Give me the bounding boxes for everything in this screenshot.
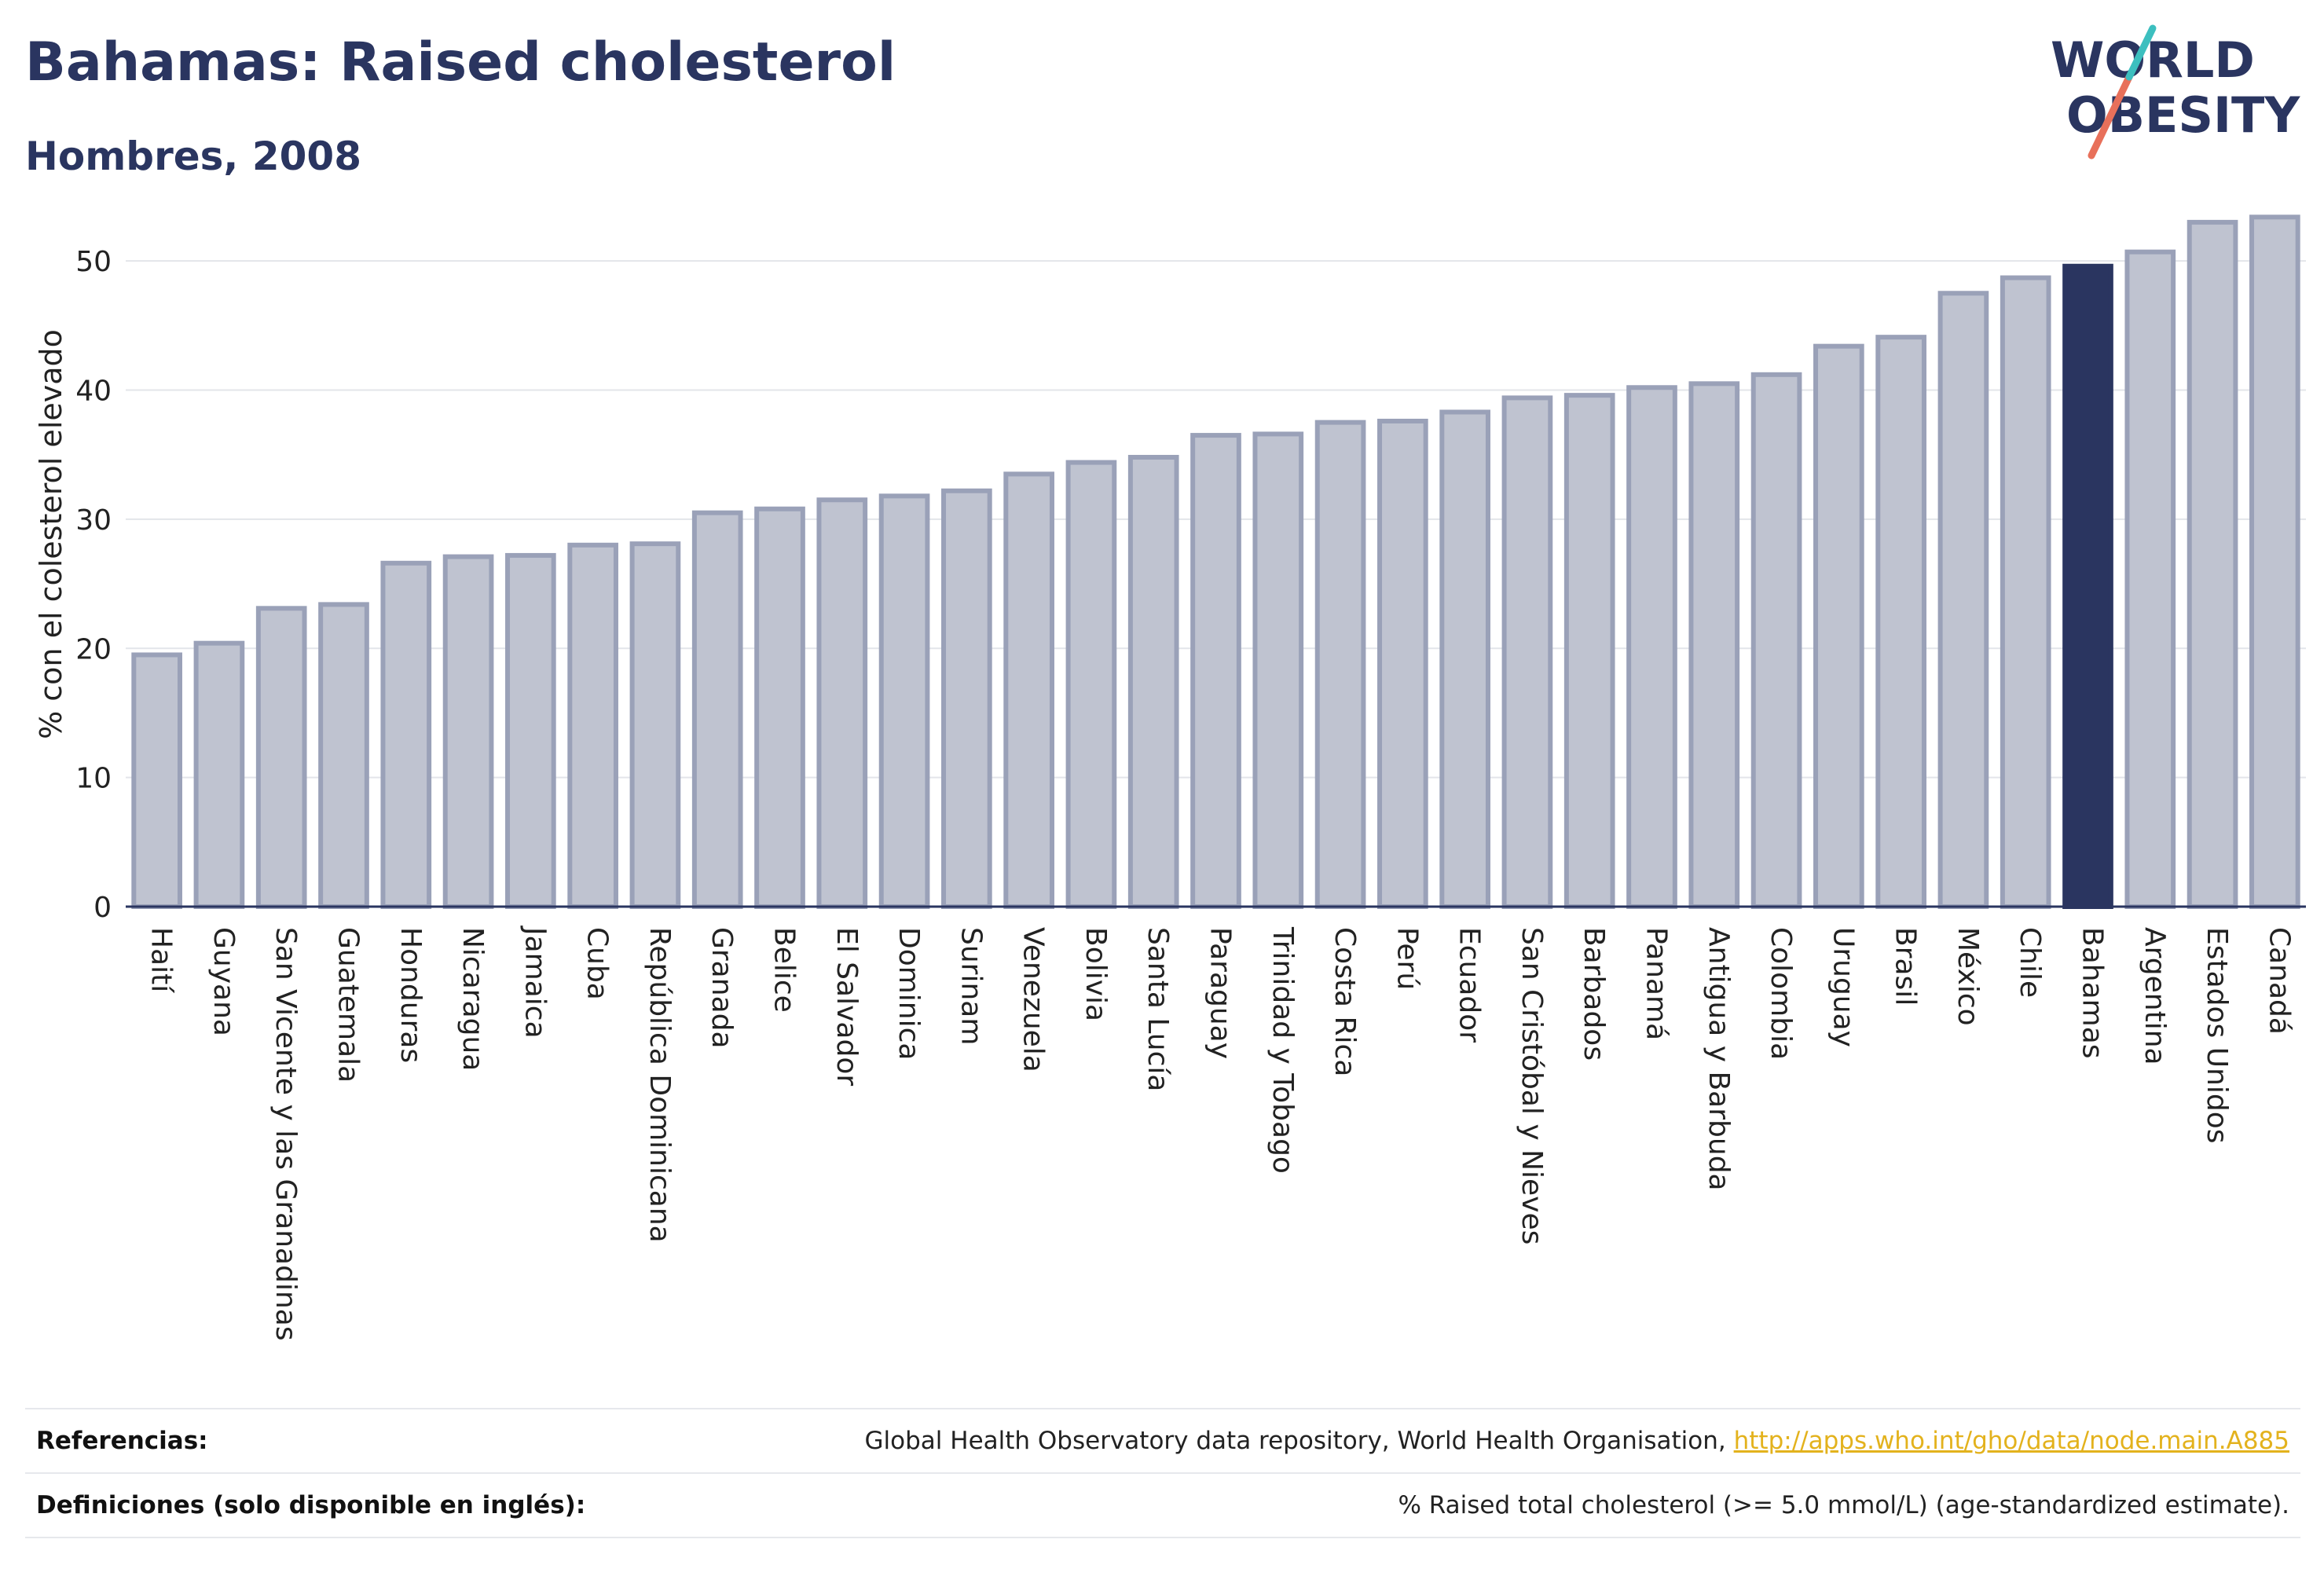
bar	[193, 640, 245, 909]
x-tick-label: Colombia	[1765, 927, 1797, 1060]
x-tick-label: República Dominicana	[643, 927, 676, 1243]
x-tick-label: San Cristóbal y Nieves	[1516, 927, 1548, 1244]
x-tick-label: Venezuela	[1017, 927, 1050, 1072]
x-tick-label: Jamaica	[519, 925, 551, 1039]
bar	[2062, 263, 2113, 910]
x-tick-label: Ecuador	[1453, 927, 1486, 1043]
definitions-label: Definiciones (solo disponible en inglés)…	[36, 1491, 586, 1519]
definitions-row: Definiciones (solo disponible en inglés)…	[25, 1472, 2300, 1538]
bar	[1065, 460, 1117, 909]
references-label: Referencias:	[36, 1427, 208, 1455]
y-tick-label: 50	[75, 246, 112, 278]
bar	[505, 552, 556, 909]
bar	[1377, 418, 1428, 909]
x-tick-label: Costa Rica	[1329, 927, 1361, 1076]
bar	[567, 542, 618, 909]
bar	[1252, 431, 1304, 909]
x-tick-label: Santa Lucía	[1142, 927, 1174, 1091]
definitions-text: % Raised total cholesterol (>= 5.0 mmol/…	[1398, 1491, 2289, 1519]
x-tick-label: Estados Unidos	[2201, 927, 2233, 1144]
bar	[1563, 393, 1615, 909]
x-tick-label: Perú	[1391, 927, 1423, 990]
bar	[1626, 385, 1677, 909]
bar	[1813, 343, 1864, 909]
y-tick-label: 30	[75, 504, 112, 537]
x-tick-label: Uruguay	[1827, 927, 1859, 1047]
y-tick-label: 0	[93, 892, 112, 924]
y-tick-label: 20	[75, 633, 112, 665]
bar	[2124, 249, 2176, 909]
x-tick-label: Belice	[768, 927, 801, 1013]
chart-subtitle: Hombres, 2008	[25, 134, 361, 179]
references-value: Global Health Observatory data repositor…	[865, 1427, 2300, 1455]
bar	[691, 510, 743, 909]
x-tick-label: Guatemala	[332, 927, 365, 1083]
x-tick-label: Trinidad y Tobago	[1266, 926, 1299, 1174]
bar	[1750, 372, 1802, 909]
x-tick-label: Dominica	[893, 927, 925, 1061]
bar	[255, 606, 307, 909]
x-tick-label: Paraguay	[1204, 927, 1237, 1059]
x-tick-label: San Vicente y las Granadinas	[269, 927, 302, 1341]
bar	[941, 488, 992, 909]
bar	[1875, 335, 1926, 909]
x-tick-label: Haití	[145, 927, 178, 993]
bar	[754, 506, 805, 909]
bar-chart: 0 10 20 30 40 50 Haití Guyana San Vicente y las …	[75, 214, 2306, 1341]
bar	[1439, 409, 1490, 909]
bar	[878, 493, 930, 909]
x-tick-label: México	[1952, 927, 1984, 1026]
bar	[318, 602, 369, 909]
references-text: Global Health Observatory data repositor…	[864, 1427, 1734, 1455]
bar	[1003, 471, 1054, 909]
x-tick-label: Barbados	[1578, 927, 1610, 1061]
bar	[816, 497, 868, 909]
x-tick-label: Guyana	[207, 927, 240, 1036]
x-tick-label: Antigua y Barbuda	[1703, 927, 1735, 1191]
bar	[1190, 433, 1241, 909]
x-tick-label: Granada	[706, 927, 738, 1049]
bar	[1314, 420, 1366, 909]
bar	[1127, 455, 1179, 909]
bar	[629, 541, 681, 909]
bar	[1501, 395, 1553, 909]
bar	[2249, 214, 2300, 910]
bar	[1937, 291, 1989, 910]
x-tick-label: Bolivia	[1080, 927, 1112, 1021]
references-link[interactable]: http://apps.who.int/gho/data/node.main.A…	[1733, 1427, 2289, 1455]
bar	[131, 652, 182, 909]
bar	[2187, 219, 2238, 909]
x-tick-label: Panamá	[1640, 927, 1673, 1040]
bar	[1688, 381, 1740, 909]
logo-text-world: WORLD	[2051, 31, 2255, 89]
x-tick-label: Surinam	[955, 927, 987, 1045]
bar	[2000, 275, 2051, 910]
y-tick-label: 40	[75, 376, 112, 408]
x-tick-label: Canadá	[2263, 927, 2295, 1035]
x-tick-label: Cuba	[581, 927, 614, 1000]
x-tick-label: Bahamas	[2077, 927, 2109, 1059]
x-tick-label: Brasil	[1890, 927, 1922, 1006]
x-tick-label: Argentina	[2139, 927, 2171, 1065]
y-tick-label: 10	[75, 763, 112, 795]
bar	[380, 560, 432, 909]
bar	[442, 554, 494, 909]
x-tick-label: Honduras	[394, 927, 427, 1063]
x-tick-label: El Salvador	[830, 927, 863, 1086]
references-row: Referencias: Global Health Observatory d…	[25, 1408, 2300, 1472]
x-tick-label: Chile	[2014, 927, 2046, 998]
chart-title: Bahamas: Raised cholesterol	[25, 31, 896, 93]
x-tick-label: Nicaragua	[456, 927, 489, 1071]
world-obesity-logo: WORLD OBESITY	[2051, 24, 2300, 159]
